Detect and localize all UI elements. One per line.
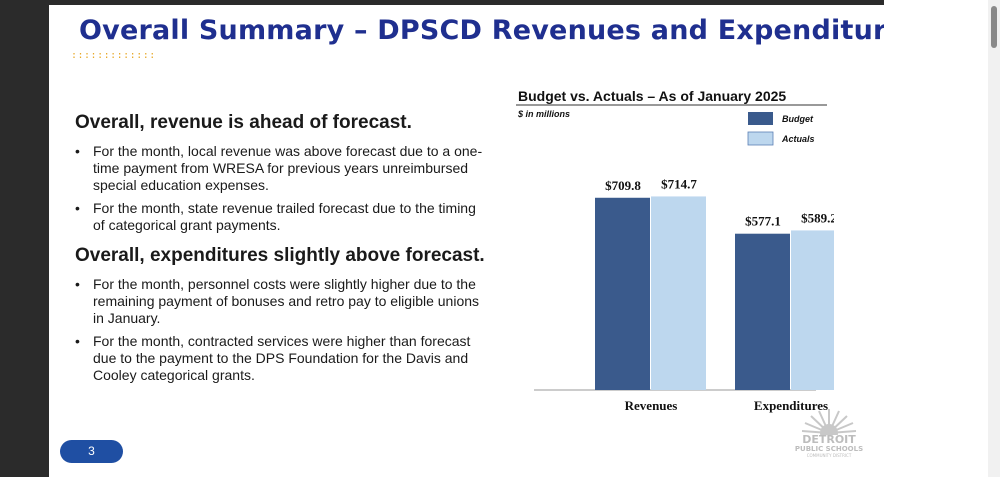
legend-swatch-actuals (747, 131, 774, 146)
revenue-heading: Overall, revenue is ahead of forecast. (75, 112, 412, 133)
bar-revenues-budget (595, 197, 650, 390)
bullet-item: For the month, local revenue was above f… (75, 143, 485, 194)
data-label-revenues-budget: $709.8 (605, 178, 641, 193)
logo-text-community-district: COMMUNITY DISTRICT (806, 453, 852, 458)
revenue-bullet-list: For the month, local revenue was above f… (75, 143, 485, 240)
bar-revenues-actuals (651, 196, 706, 390)
data-label-revenues-actuals: $714.7 (661, 176, 697, 191)
page-number-badge: 3 (60, 440, 123, 463)
bullet-item: For the month, contracted services were … (75, 333, 485, 384)
data-label-expenditures-budget: $577.1 (745, 214, 781, 229)
category-label-expenditures: Expenditures (754, 398, 828, 413)
slide-title: Overall Summary – DPSCD Revenues and Exp… (79, 15, 884, 46)
bar-expenditures-budget (735, 233, 790, 390)
expenditures-heading: Overall, expenditures slightly above for… (75, 245, 485, 266)
expenditures-bullet-list: For the month, personnel costs were slig… (75, 276, 485, 390)
legend-label-actuals: Actuals (781, 134, 815, 144)
logo-text-detroit: DETROIT (802, 433, 856, 446)
decorative-dots: ::::::::::::: (71, 50, 156, 61)
data-label-expenditures-actuals: $589.2 (801, 210, 834, 225)
legend-label-budget: Budget (782, 114, 814, 124)
scrollbar-thumb[interactable] (991, 6, 997, 48)
bullet-item: For the month, state revenue trailed for… (75, 200, 485, 234)
bullet-item: For the month, personnel costs were slig… (75, 276, 485, 327)
chart-subtitle: $ in millions (517, 109, 570, 119)
budget-vs-actuals-chart: Budget vs. Actuals – As of January 2025 … (516, 88, 834, 413)
chart-title: Budget vs. Actuals – As of January 2025 (518, 88, 786, 104)
slide: Overall Summary – DPSCD Revenues and Exp… (49, 5, 884, 477)
bar-expenditures-actuals (791, 230, 834, 390)
workspace-background (884, 0, 988, 477)
category-label-revenues: Revenues (625, 398, 678, 413)
logo-text-public-schools: PUBLIC SCHOOLS (794, 445, 864, 453)
vertical-scrollbar[interactable] (988, 0, 1000, 477)
legend-swatch-budget (748, 112, 773, 125)
district-logo: DETROIT PUBLIC SCHOOLS COMMUNITY DISTRIC… (789, 405, 869, 458)
sunburst-logo-icon (801, 409, 857, 435)
